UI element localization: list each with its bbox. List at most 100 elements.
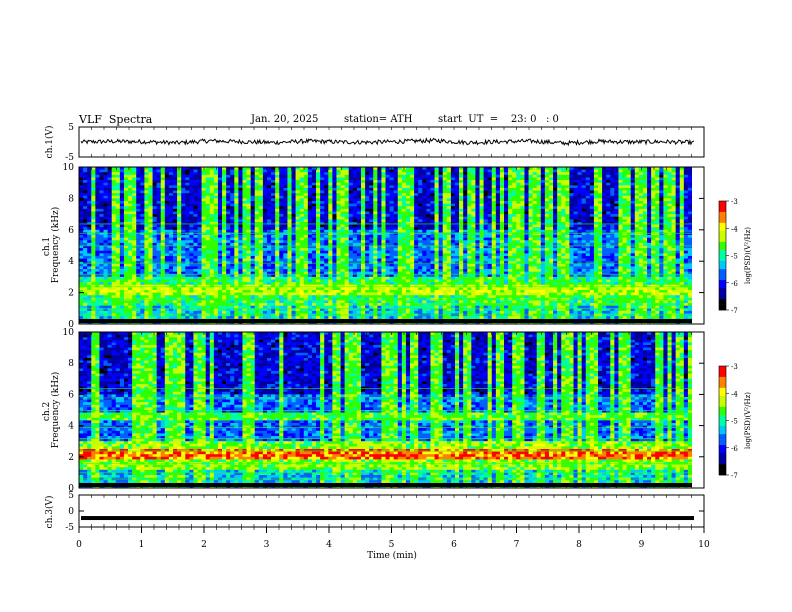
spectrogram-cell: [548, 174, 554, 178]
spectrogram-cell: [671, 190, 676, 194]
spectrogram-cell: [250, 232, 256, 236]
spectrogram-cell: [128, 221, 133, 225]
spectrogram-cell: [434, 180, 439, 183]
spectrogram-cell: [614, 235, 619, 238]
spectrogram-cell: [536, 232, 542, 236]
spectrogram-cell: [401, 193, 407, 197]
spectrogram-cell: [123, 250, 129, 254]
spectrogram-cell: [356, 193, 362, 197]
spectrogram-cell: [246, 248, 251, 252]
spectrogram-cell: [606, 232, 611, 236]
spectrogram-cell: [373, 240, 378, 244]
spectrogram-cell: [242, 201, 247, 204]
spectrogram-cell: [168, 203, 174, 207]
spectrogram-cell: [271, 206, 276, 210]
spectrogram-cell: [344, 190, 350, 194]
spectrogram-cell: [504, 193, 509, 197]
spectrogram-cell: [111, 232, 117, 236]
spectrogram-cell: [508, 193, 513, 197]
spectrogram-cell: [393, 232, 399, 236]
spectrogram-cell: [487, 219, 493, 223]
spectrogram-cell: [512, 242, 517, 246]
spectrogram-cell: [336, 235, 341, 238]
spectrogram-cell: [438, 206, 444, 210]
spectrogram-cell: [332, 232, 337, 236]
spectrogram-cell: [573, 177, 578, 181]
spectrogram-cell: [389, 232, 394, 236]
spectrogram-cell: [679, 224, 685, 228]
spectrogram-cell: [630, 235, 636, 238]
spectrogram-cell: [385, 214, 390, 218]
spectrogram-cell: [573, 208, 578, 212]
spectrogram-cell: [238, 211, 243, 215]
spectrogram-cell: [687, 203, 693, 207]
spectrogram-cell: [626, 237, 631, 241]
spectrogram-cell: [136, 193, 141, 197]
spectrogram-cell: [426, 232, 431, 236]
spectrogram-cell: [389, 182, 394, 186]
spectrogram-cell: [422, 237, 427, 241]
spectrogram-cell: [622, 167, 627, 170]
spectrogram-cell: [160, 169, 166, 173]
spectrogram-cell: [483, 190, 488, 194]
spectrogram-cell: [471, 242, 476, 246]
spectrogram-cell: [610, 185, 615, 189]
spectrogram-cell: [226, 185, 231, 189]
spectrogram-cell: [385, 208, 390, 212]
spectrogram-cell: [618, 206, 623, 210]
spectrogram-cell: [504, 240, 509, 244]
spectrogram-cell: [209, 198, 215, 202]
spectrogram-cell: [516, 182, 521, 186]
spectrogram-cell: [279, 237, 284, 241]
spectrogram-cell: [520, 174, 525, 178]
spectrogram-cell: [553, 187, 558, 191]
spectrogram-cell: [107, 237, 112, 241]
spectrogram-cell: [266, 187, 272, 191]
spectrogram-cell: [291, 169, 296, 173]
spectrogram-cell: [156, 229, 162, 233]
spectrogram-cell: [320, 169, 325, 173]
spectrogram-cell: [369, 216, 374, 220]
spectrogram-cell: [320, 235, 325, 238]
spectrogram-cell: [181, 198, 186, 202]
spectrogram-cell: [344, 219, 350, 223]
spectrogram-cell: [291, 219, 296, 223]
spectrogram-cell: [209, 195, 215, 199]
spectrogram-cell: [532, 203, 538, 207]
spectrogram-cell: [516, 219, 521, 223]
spectrogram-cell: [434, 227, 439, 231]
spectrogram-cell: [234, 229, 239, 233]
spectrogram-cell: [397, 211, 403, 215]
spectrogram-cell: [647, 177, 652, 181]
spectrogram-cell: [410, 229, 415, 233]
spectrogram-cell: [209, 208, 215, 212]
spectrogram-cell: [181, 206, 186, 210]
spectrogram-cell: [365, 195, 370, 199]
spectrogram-cell: [683, 221, 689, 225]
spectrogram-cell: [401, 248, 407, 252]
spectrogram-cell: [352, 237, 358, 241]
spectrogram-cell: [123, 240, 129, 244]
spectrogram-cell: [569, 219, 574, 223]
spectrogram-cell: [565, 169, 570, 173]
spectrogram-cell: [679, 185, 685, 189]
spectrogram-cell: [569, 193, 574, 197]
spectrogram-cell: [311, 187, 317, 191]
spectrogram-cell: [593, 174, 599, 178]
spectrogram-cell: [213, 240, 219, 244]
spectrogram-cell: [83, 198, 88, 202]
spectrogram-cell: [181, 221, 186, 225]
spectrogram-cell: [561, 177, 566, 181]
spectrogram-cell: [119, 174, 125, 178]
spectrogram-cell: [352, 242, 358, 246]
spectrogram-cell: [540, 206, 546, 210]
spectrogram-cell: [614, 180, 619, 183]
spectrogram-cell: [642, 167, 648, 170]
spectrogram-cell: [136, 248, 141, 252]
spectrogram-cell: [659, 208, 664, 212]
spectrogram-cell: [569, 214, 574, 218]
spectrogram-cell: [344, 201, 350, 204]
spectrogram-cell: [283, 248, 288, 252]
spectrogram-cell: [651, 235, 656, 238]
spectrogram-cell: [234, 167, 239, 170]
